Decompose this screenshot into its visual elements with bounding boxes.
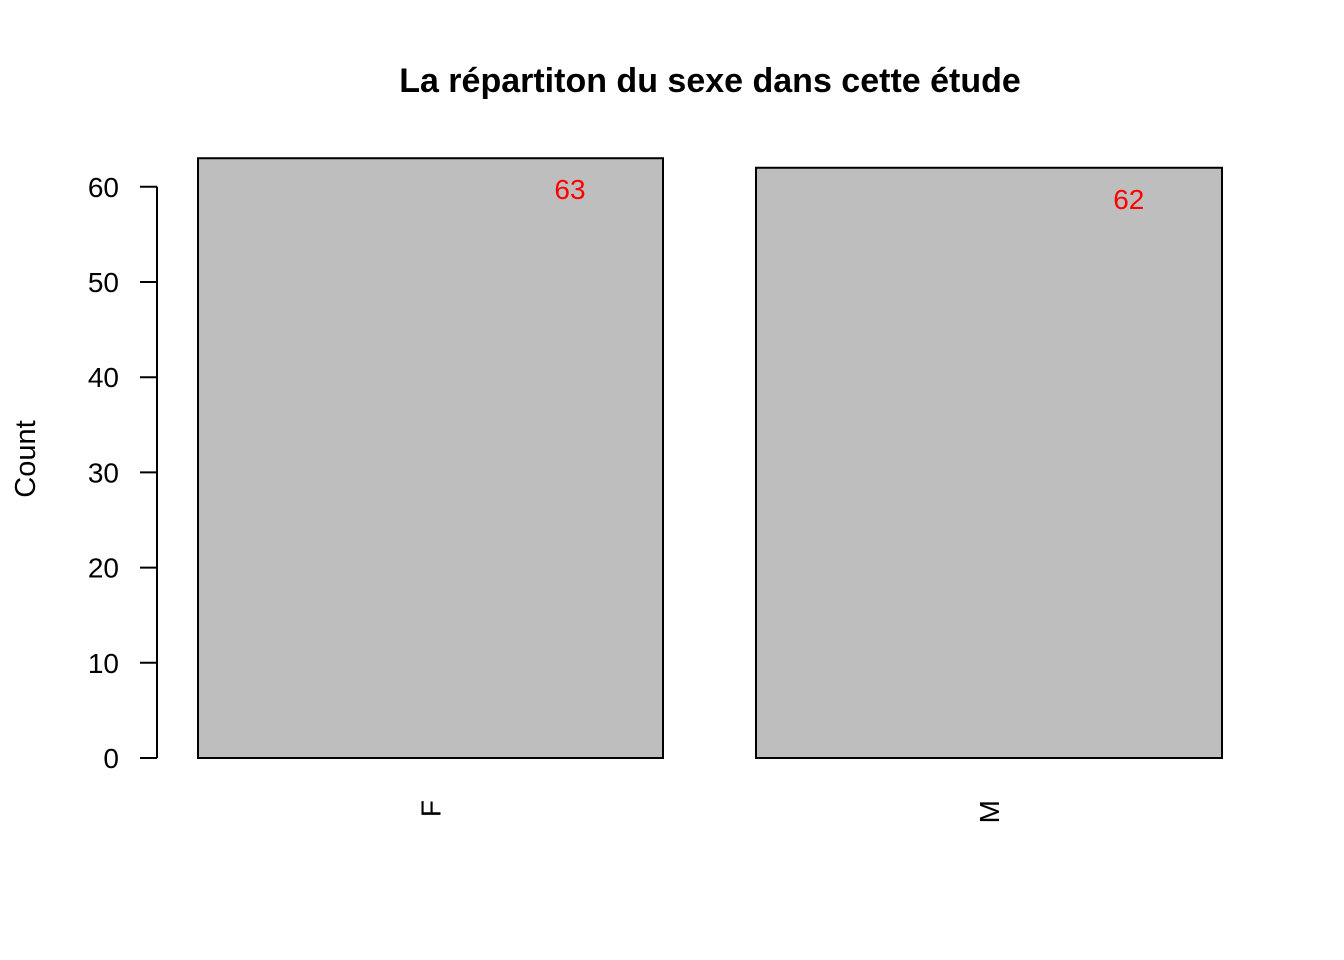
category-label-m: M [974, 800, 1005, 823]
y-tick-label: 0 [103, 743, 119, 774]
bar-m [755, 166, 1223, 759]
chart-title: La répartiton du sexe dans cette étude [399, 62, 1021, 100]
bars-group [197, 157, 1223, 760]
bar-f [197, 157, 664, 760]
y-tick-label: 40 [88, 362, 119, 393]
y-axis: 0 10 20 30 40 50 60 [88, 172, 158, 774]
y-tick-label: 10 [88, 648, 119, 679]
category-label-f: F [416, 800, 447, 817]
y-tick-label: 30 [88, 457, 119, 488]
y-tick-label: 50 [88, 267, 119, 298]
y-tick-label: 60 [88, 172, 119, 203]
y-tick-label: 20 [88, 553, 119, 584]
data-labels-group: 63 62 [554, 174, 1144, 215]
data-label-m: 62 [1113, 184, 1144, 215]
data-label-f: 63 [554, 174, 585, 205]
y-axis-label: Count [10, 420, 42, 497]
